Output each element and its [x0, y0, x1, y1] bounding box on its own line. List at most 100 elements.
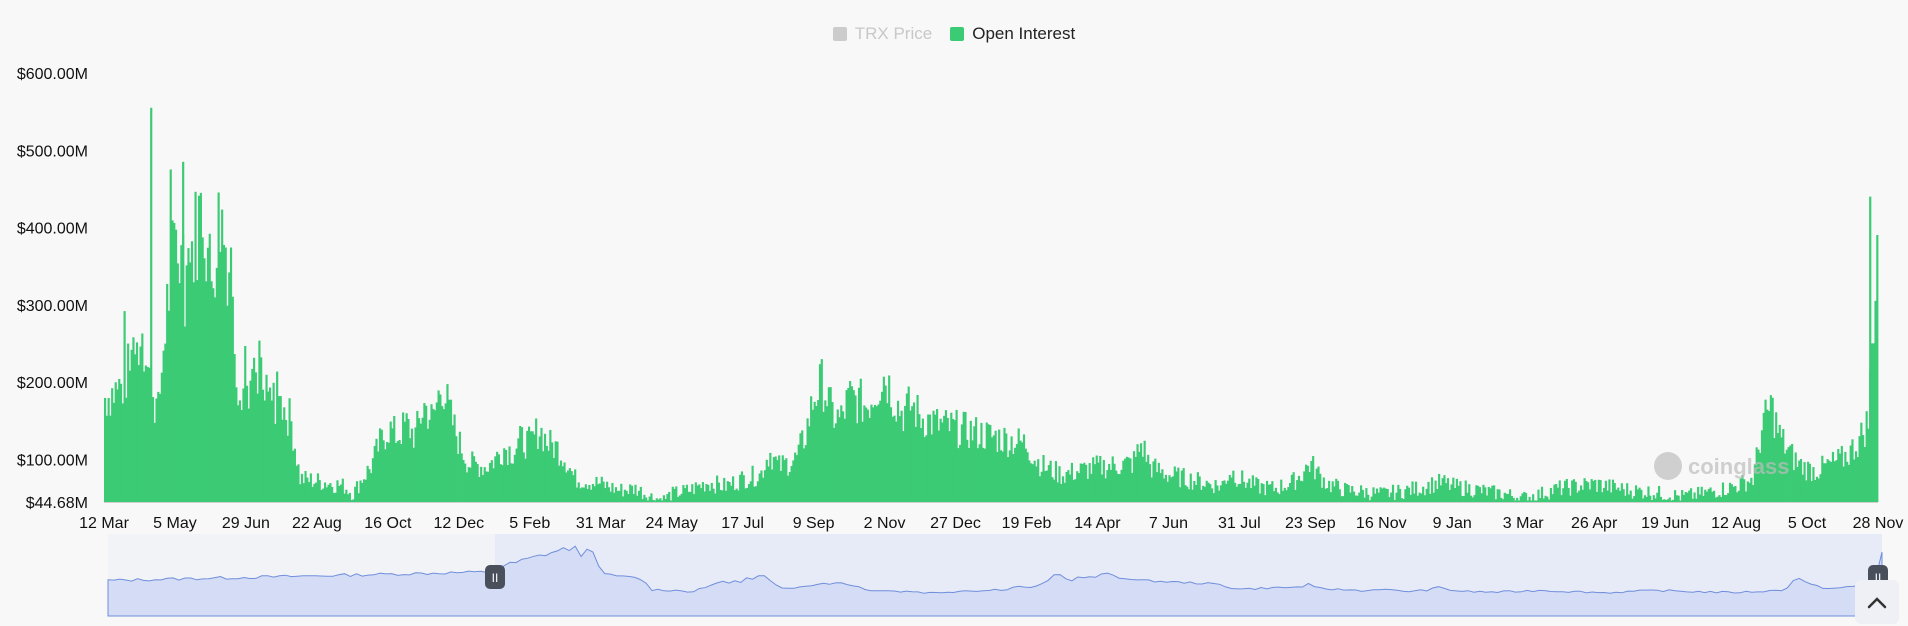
open-interest-bar — [290, 421, 293, 502]
open-interest-bar — [909, 410, 912, 502]
open-interest-bar — [895, 421, 898, 502]
open-interest-bar — [1372, 487, 1375, 502]
open-interest-bar — [865, 407, 868, 502]
open-interest-bar — [1615, 489, 1618, 502]
open-interest-bar — [137, 365, 140, 502]
open-interest-bar — [488, 462, 492, 502]
open-interest-bar — [1760, 430, 1764, 502]
open-interest-bar — [960, 424, 964, 502]
open-interest-bar — [1546, 496, 1549, 502]
open-interest-bar — [343, 493, 346, 502]
open-interest-bar — [1576, 492, 1579, 502]
open-interest-bar — [240, 409, 243, 502]
open-interest-bar — [811, 409, 814, 502]
open-interest-bar — [739, 474, 742, 502]
open-interest-bar — [497, 454, 500, 502]
open-interest-bar — [1093, 464, 1097, 502]
open-interest-bar — [1267, 484, 1270, 502]
open-interest-bar — [293, 448, 296, 502]
open-interest-bar — [437, 390, 440, 502]
open-interest-bar — [1493, 485, 1496, 502]
open-interest-bar — [261, 389, 265, 502]
open-interest-bar — [1469, 495, 1473, 502]
open-interest-bar — [469, 467, 472, 502]
open-interest-bar — [1255, 477, 1258, 502]
open-interest-bar — [400, 444, 403, 502]
open-interest-bar — [1384, 488, 1387, 502]
open-interest-bar — [295, 465, 298, 502]
legend-item-open-interest[interactable]: Open Interest — [950, 24, 1075, 44]
open-interest-bar — [501, 465, 504, 502]
navigator-left-handle[interactable]: II — [485, 565, 505, 589]
open-interest-bar — [1140, 443, 1143, 502]
open-interest-bar — [1132, 451, 1136, 502]
open-interest-bar — [1721, 482, 1725, 502]
open-interest-bar — [341, 478, 344, 502]
open-interest-bar — [982, 447, 985, 502]
open-interest-bar — [941, 422, 944, 502]
open-interest-bar — [107, 398, 110, 502]
open-interest-bar — [833, 427, 836, 502]
open-interest-bar — [572, 475, 575, 502]
open-interest-bar — [911, 406, 914, 502]
open-interest-bar — [1778, 424, 1781, 502]
open-interest-bar — [135, 342, 139, 502]
open-interest-bar — [119, 383, 123, 502]
open-interest-bar — [905, 393, 909, 502]
open-interest-bar — [1688, 490, 1691, 502]
open-interest-bar — [510, 463, 513, 502]
open-interest-bar — [1157, 462, 1160, 502]
open-interest-bar — [684, 488, 687, 502]
open-interest-bar — [471, 451, 474, 502]
open-interest-bar — [407, 419, 410, 502]
open-interest-bar — [1711, 491, 1714, 502]
open-interest-bar — [364, 479, 367, 502]
open-interest-bar — [705, 483, 708, 502]
open-interest-bar — [659, 498, 662, 502]
open-interest-bar — [187, 248, 190, 502]
scroll-top-button[interactable] — [1855, 580, 1899, 624]
open-interest-bar — [1620, 483, 1623, 502]
open-interest-bar — [1750, 477, 1753, 502]
open-interest-bar — [490, 460, 493, 502]
navigator[interactable]: II II — [107, 534, 1888, 617]
open-interest-bar — [1585, 480, 1588, 502]
open-interest-bar — [1113, 463, 1116, 502]
open-interest-bar — [499, 464, 502, 502]
open-interest-bar — [1473, 495, 1476, 502]
open-interest-bar — [1642, 498, 1645, 502]
open-interest-bar — [1528, 496, 1531, 502]
open-interest-bar — [1230, 477, 1233, 502]
open-interest-bar — [1606, 490, 1609, 502]
open-interest-bar — [1579, 485, 1583, 502]
open-interest-bar — [1287, 487, 1290, 502]
open-interest-bar — [1175, 471, 1178, 502]
legend-item-trx-price[interactable]: TRX Price — [832, 24, 932, 44]
open-interest-bar — [551, 442, 554, 502]
open-interest-bar — [1292, 472, 1295, 502]
open-interest-bar — [503, 448, 506, 502]
open-interest-bar — [877, 404, 880, 502]
open-interest-bar — [1436, 489, 1439, 502]
open-interest-bar — [1170, 477, 1173, 502]
open-interest-bar — [531, 431, 534, 502]
open-interest-bar — [907, 386, 910, 502]
open-interest-bar — [114, 382, 117, 502]
open-interest-bar — [1141, 456, 1144, 502]
open-interest-bar — [591, 483, 595, 502]
open-interest-bar — [1702, 495, 1705, 502]
open-interest-bar — [123, 311, 126, 502]
open-interest-bar — [366, 465, 369, 502]
open-interest-bar — [527, 426, 531, 502]
open-interest-bar — [593, 486, 596, 502]
open-interest-bar — [1305, 464, 1308, 502]
pause-icon: II — [492, 571, 499, 585]
open-interest-bar — [144, 365, 147, 502]
open-interest-bar — [1235, 486, 1238, 502]
open-interest-bar — [639, 486, 642, 502]
open-interest-bar — [139, 346, 142, 502]
x-tick-label: 12 Aug — [1711, 515, 1761, 532]
open-interest-bar — [1631, 498, 1634, 502]
open-interest-bar — [1640, 489, 1643, 502]
open-interest-bar — [1480, 493, 1483, 502]
